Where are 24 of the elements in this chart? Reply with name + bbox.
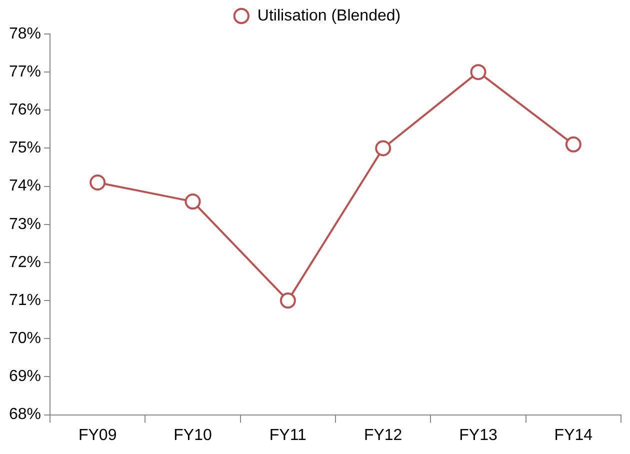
x-tick-label: FY09 — [78, 426, 117, 444]
x-tick-label: FY11 — [269, 426, 307, 444]
y-tick-label: 71% — [8, 292, 42, 309]
y-tick-label: 68% — [8, 406, 42, 424]
x-tick-label: FY10 — [174, 426, 212, 444]
y-tick-label: 69% — [8, 368, 42, 386]
x-tick-label: FY13 — [459, 426, 498, 444]
y-tick-label: 70% — [8, 330, 42, 348]
legend-label: Utilisation (Blended) — [257, 7, 401, 24]
y-tick-label: 72% — [8, 254, 42, 271]
x-tick-label: FY12 — [364, 426, 402, 444]
y-tick-label: 75% — [8, 140, 42, 157]
point — [280, 292, 296, 309]
y-tick-label: 77% — [8, 63, 42, 80]
y-tick-label: 78% — [8, 25, 42, 42]
y-tick-label: 74% — [8, 178, 42, 195]
point — [565, 136, 582, 152]
point — [90, 174, 106, 191]
x-tick-label: FY14 — [554, 426, 593, 444]
point — [470, 64, 486, 80]
y-tick-label: 73% — [8, 216, 42, 233]
y-tick-label: 76% — [8, 102, 42, 119]
point — [184, 194, 201, 210]
point — [375, 140, 392, 156]
